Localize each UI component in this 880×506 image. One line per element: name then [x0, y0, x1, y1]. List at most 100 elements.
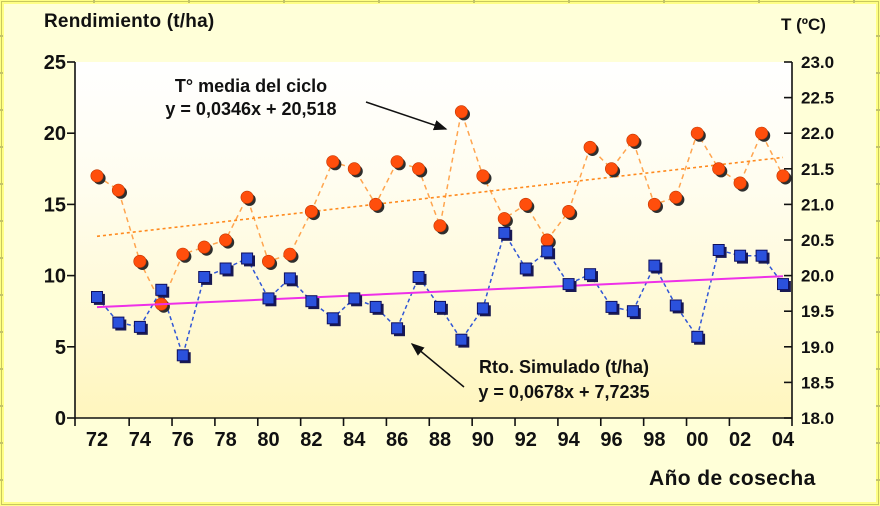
temp-marker — [369, 197, 383, 211]
temp-marker — [733, 176, 747, 190]
x-tick-label: 72 — [86, 429, 108, 451]
yield-marker — [584, 268, 597, 281]
right-tick-label: 18.5 — [801, 373, 834, 392]
yield-marker — [777, 278, 789, 291]
right-tick-label: 21.5 — [801, 160, 834, 179]
yield-marker — [369, 300, 382, 313]
right-tick-label: 18.0 — [801, 409, 834, 428]
temp-marker — [133, 254, 147, 268]
temp-annotation: T° media del ciclo y = 0,0346x + 20,518 — [138, 75, 364, 121]
yield-marker — [176, 349, 189, 362]
yield-marker — [348, 292, 361, 305]
yield-annotation: Rto. Simulado (t/ha) y = 0,0678x + 7,723… — [448, 355, 680, 405]
yield-marker — [562, 278, 575, 291]
left-tick-label: 20 — [44, 123, 66, 145]
yield-trendline — [96, 275, 784, 309]
yield-marker — [498, 226, 511, 239]
temp-marker — [261, 254, 275, 268]
temp-marker — [111, 183, 125, 197]
right-tick-label: 22.5 — [801, 89, 834, 108]
temp-marker — [647, 197, 661, 211]
spreadsheet-gridline-stubs-left — [0, 0, 3, 506]
yield-annotation-equation: y = 0,0678x + 7,7235 — [478, 382, 650, 402]
x-tick-label: 04 — [772, 429, 795, 451]
yield-marker — [198, 271, 211, 283]
temp-marker — [776, 169, 790, 183]
temp-marker — [497, 212, 511, 226]
right-tick-label: 21.0 — [801, 195, 834, 214]
temp-annotation-title: T° media del ciclo — [174, 76, 328, 96]
x-tick-label: 80 — [257, 429, 279, 451]
yield-marker — [91, 291, 103, 303]
yield-marker — [391, 322, 404, 335]
right-axis-title: T (ºC) — [781, 15, 826, 34]
yield-series-markers — [91, 226, 791, 364]
temp-marker — [304, 205, 318, 219]
right-tick-label: 19.5 — [801, 302, 834, 321]
yield-marker — [605, 300, 618, 313]
left-tick-label: 10 — [44, 266, 66, 288]
left-axis-title: Rendimiento (t/ha) — [44, 11, 215, 32]
x-tick-label: 88 — [429, 429, 451, 451]
temp-marker — [476, 169, 490, 183]
yield-marker — [712, 244, 725, 256]
x-tick-label: 74 — [129, 429, 152, 451]
yield-marker — [519, 262, 532, 275]
temp-marker — [197, 240, 211, 254]
x-tick-label: 92 — [515, 429, 537, 451]
x-tick-label: 76 — [172, 429, 194, 451]
right-tick-label: 20.5 — [801, 231, 834, 250]
spreadsheet-gridline-stubs-top — [0, 0, 880, 3]
x-tick-label: 90 — [472, 429, 494, 451]
right-tick-label: 19.0 — [801, 338, 834, 357]
temp-marker — [90, 169, 104, 183]
left-tick-label: 25 — [44, 52, 66, 74]
temp-marker — [283, 247, 297, 261]
yield-marker — [541, 245, 554, 258]
x-tick-label: 00 — [686, 429, 708, 451]
left-tick-label: 5 — [55, 337, 66, 359]
temp-marker — [669, 190, 683, 204]
yield-annotation-arrow — [410, 343, 465, 388]
temp-annotation-arrow — [365, 101, 448, 131]
temp-annotation-equation: y = 0,0346x + 20,518 — [165, 99, 337, 119]
yield-marker — [434, 300, 446, 313]
yield-marker — [412, 271, 425, 283]
temp-marker — [604, 162, 618, 176]
temp-marker — [326, 155, 340, 169]
temp-series-markers — [90, 105, 792, 313]
yield-marker — [455, 333, 468, 346]
axis-tick-labels: 0 5 10 15 20 25 18.0 18.5 19.0 19.5 20.0 20.5 21.0 21… — [44, 52, 834, 451]
yield-marker — [691, 330, 704, 343]
x-tick-label: 96 — [600, 429, 622, 451]
left-tick-label: 0 — [55, 408, 66, 430]
temp-marker — [454, 105, 468, 119]
yield-marker — [155, 283, 168, 296]
yield-marker — [648, 259, 661, 272]
x-tick-label: 78 — [215, 429, 237, 451]
x-tick-label: 02 — [729, 429, 751, 451]
temp-marker — [240, 190, 254, 204]
yield-marker — [112, 316, 125, 329]
temp-marker — [412, 162, 426, 176]
yield-marker — [476, 302, 489, 315]
yield-annotation-title: Rto. Simulado (t/ha) — [479, 357, 649, 377]
spreadsheet-gridline-stubs-right — [876, 0, 880, 506]
x-axis-title: Año de cosecha — [649, 467, 816, 490]
temp-marker — [755, 126, 769, 140]
yield-marker — [262, 292, 275, 305]
x-tick-label: 94 — [558, 429, 581, 451]
temp-marker — [562, 205, 576, 219]
temp-marker — [540, 233, 554, 247]
x-tick-label: 98 — [643, 429, 665, 451]
temp-marker — [390, 155, 404, 169]
axes — [67, 61, 793, 426]
temp-marker — [712, 162, 726, 176]
yield-marker — [283, 272, 296, 285]
yield-marker — [669, 299, 682, 312]
temp-marker — [433, 219, 447, 233]
temp-marker — [176, 247, 190, 261]
temp-marker — [690, 126, 704, 140]
